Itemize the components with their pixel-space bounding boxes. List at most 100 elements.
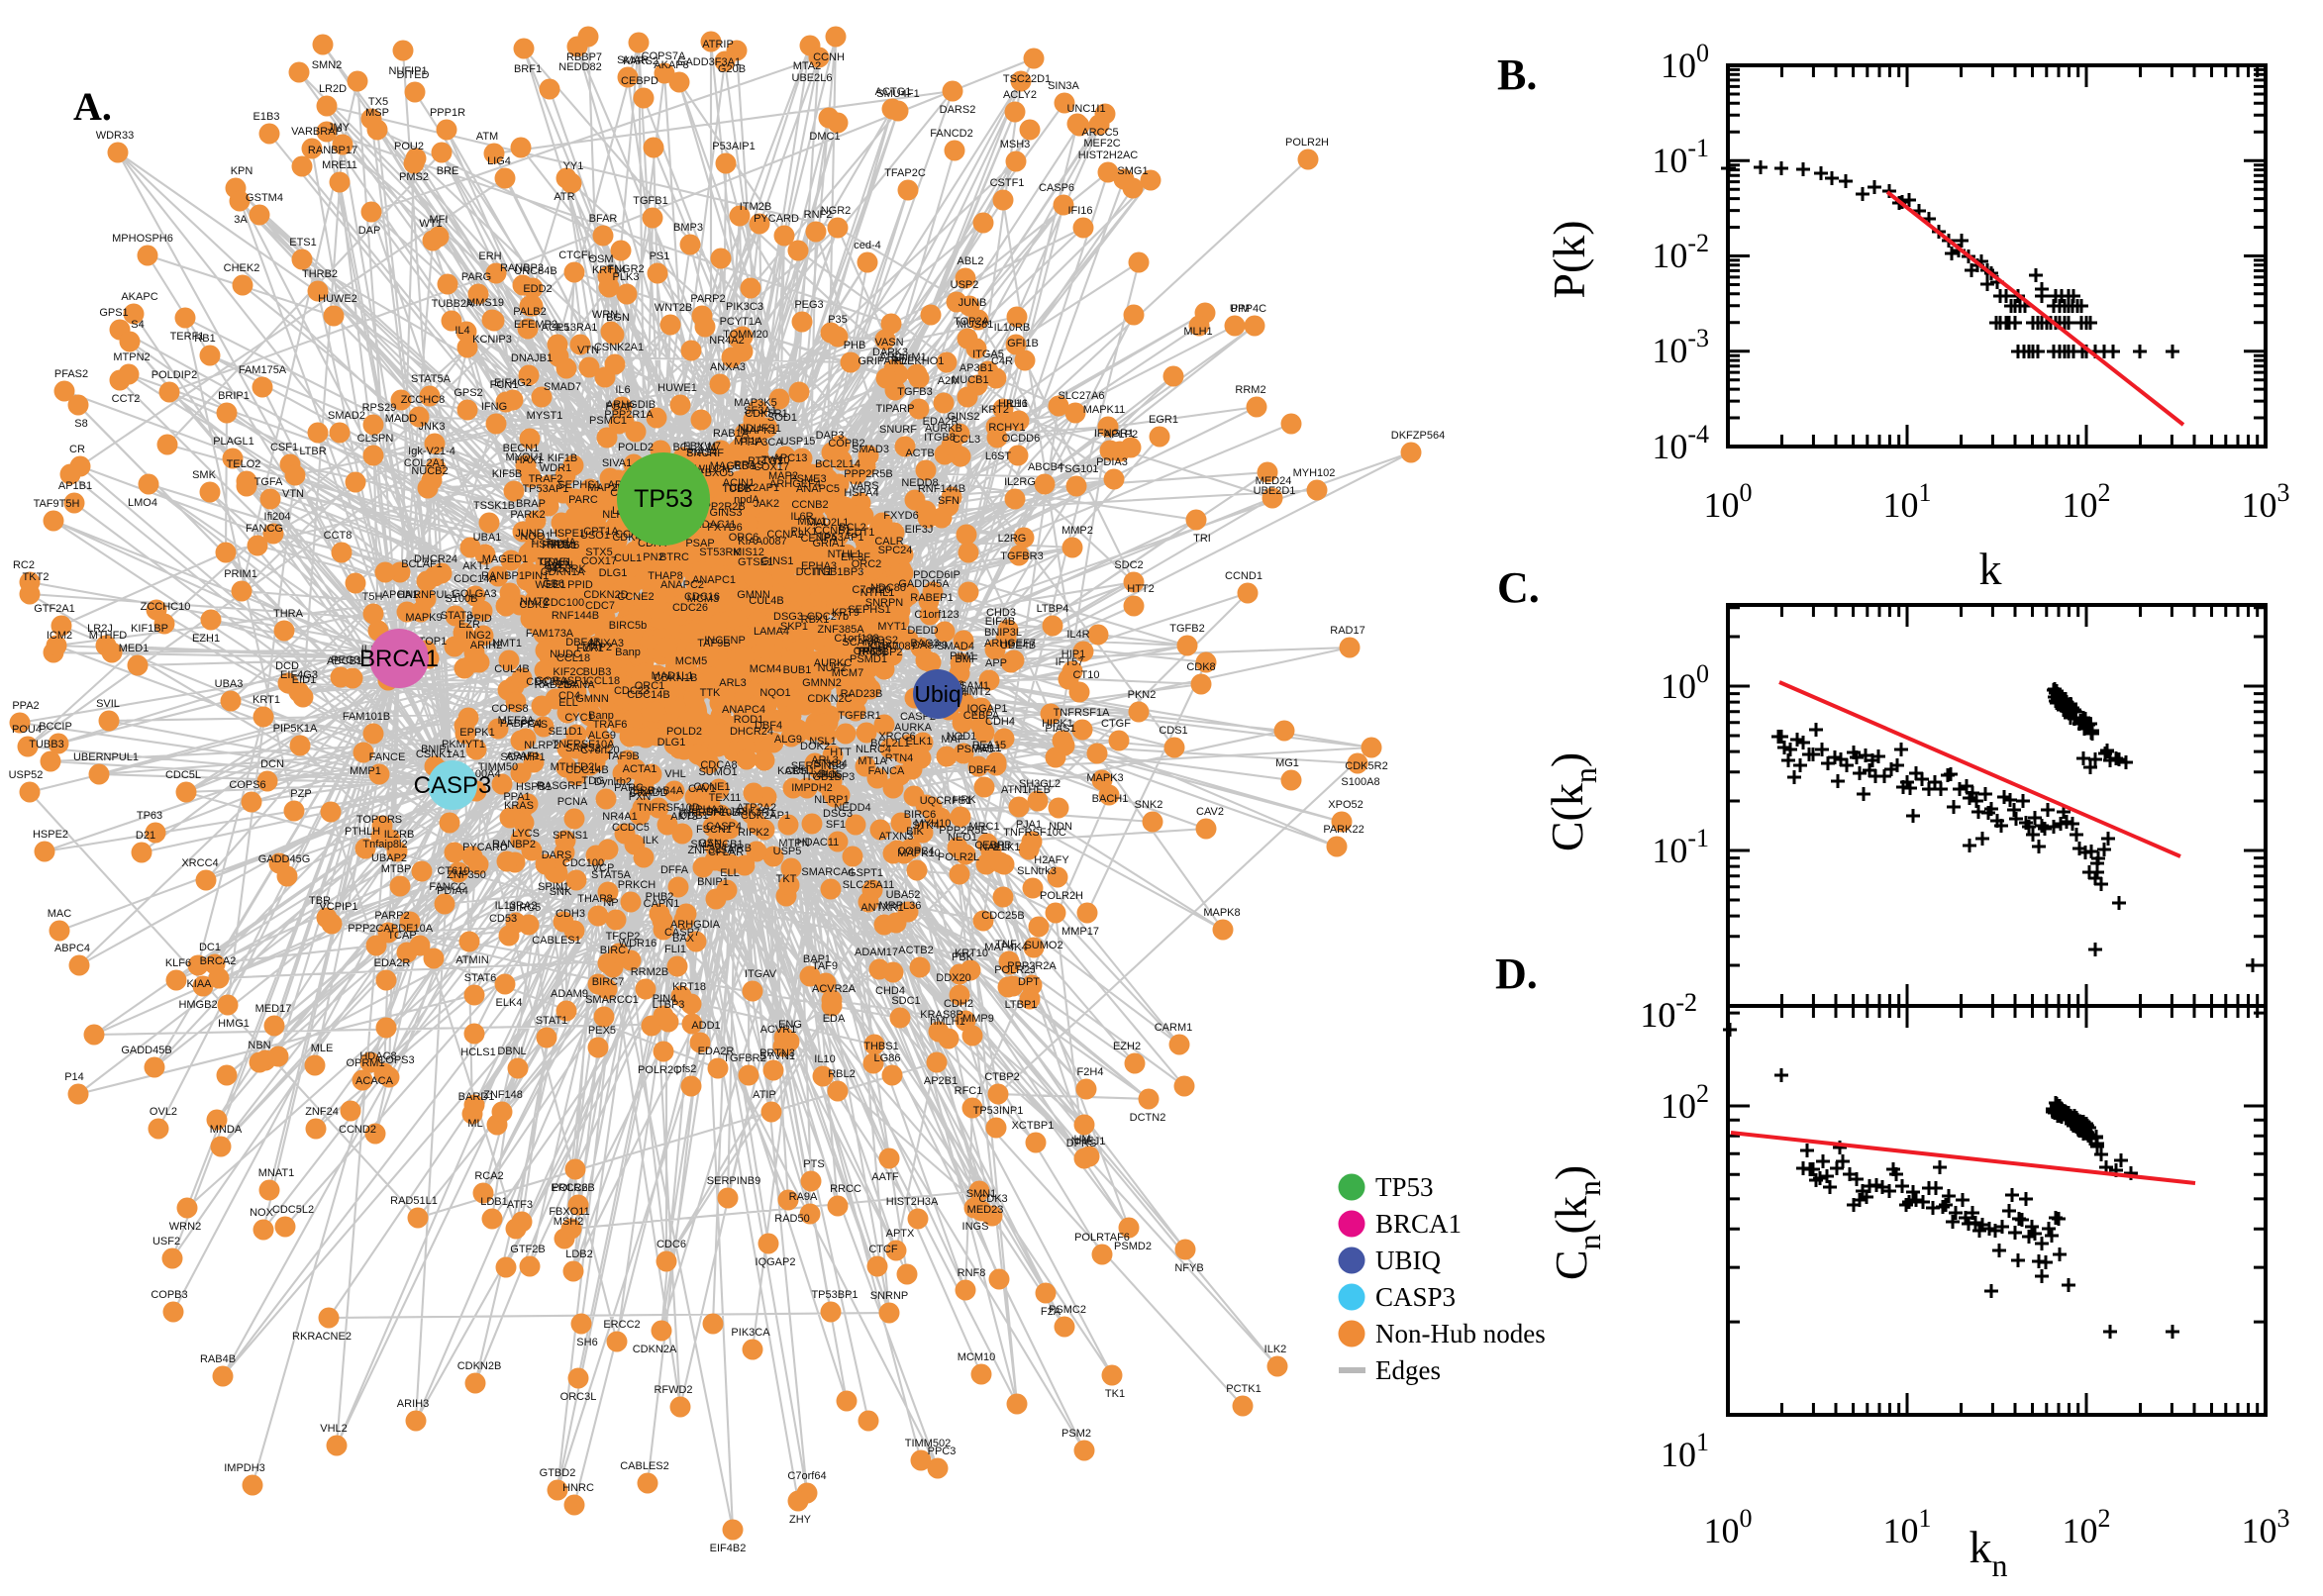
svg-text:LTBP4: LTBP4 [1037,603,1069,615]
svg-text:ACP5: ACP5 [542,322,570,334]
svg-text:MCM10: MCM10 [958,1351,996,1363]
svg-text:CHD4: CHD4 [875,985,905,997]
svg-text:HIPK1: HIPK1 [1042,718,1073,730]
svg-text:CASP9: CASP9 [912,640,948,651]
svg-text:NDN: NDN [1049,821,1072,833]
svg-text:RAD17: RAD17 [1330,625,1364,637]
svg-text:CCNB1: CCNB1 [814,525,851,537]
svg-text:MAPK3: MAPK3 [1086,772,1123,784]
svg-text:CDC26: CDC26 [672,602,708,614]
svg-text:MTPN2: MTPN2 [113,351,150,363]
svg-text:MED24: MED24 [1256,475,1292,487]
svg-text:NDUFS1: NDUFS1 [738,423,781,435]
svg-text:SNRPN: SNRPN [865,597,904,609]
svg-text:AP1B1: AP1B1 [58,480,92,492]
svg-text:CDC25B: CDC25B [981,910,1024,922]
svg-text:AURKA: AURKA [894,722,933,734]
svg-text:NHEJ1: NHEJ1 [1071,1136,1106,1147]
svg-text:DHCR24: DHCR24 [730,726,773,738]
svg-text:HDAC8: HDAC8 [359,1050,396,1062]
svg-text:PSMC2: PSMC2 [1049,1304,1086,1316]
svg-text:TDG: TDG [581,775,604,787]
svg-text:LTBR: LTBR [299,446,326,457]
svg-text:SMARCB1: SMARCB1 [690,839,743,850]
svg-text:EIF3F: EIF3F [841,551,870,563]
svg-text:AKAPC: AKAPC [121,291,157,303]
svg-text:KCNIP3: KCNIP3 [472,334,512,346]
svg-text:MAP2: MAP2 [582,642,612,653]
svg-text:ZNF385A: ZNF385A [817,624,864,636]
svg-text:PTGS2: PTGS2 [862,635,898,647]
svg-text:CDC27b: CDC27b [807,611,849,623]
svg-text:10-2: 10-2 [1640,988,1697,1035]
svg-text:RKRACNE2: RKRACNE2 [292,1331,352,1343]
svg-text:NDC80: NDC80 [870,582,906,594]
svg-text:RRCC: RRCC [830,1183,861,1195]
svg-text:BRAP: BRAP [516,498,546,510]
svg-text:EIF4B: EIF4B [985,616,1016,628]
svg-text:Ifi204: Ifi204 [264,511,291,523]
svg-text:HMG1: HMG1 [218,1018,250,1030]
svg-text:MNDA: MNDA [210,1124,243,1136]
svg-text:SERPINB9: SERPINB9 [707,1175,760,1187]
svg-text:SNRNP: SNRNP [870,1290,909,1302]
svg-text:CDK5R2: CDK5R2 [1345,760,1387,772]
svg-text:CDK7: CDK7 [869,641,898,652]
svg-text:CDK3: CDK3 [978,1193,1007,1205]
svg-text:GPS2: GPS2 [454,387,482,399]
svg-text:DDB1: DDB1 [679,810,708,822]
svg-text:PRKCH: PRKCH [618,879,656,891]
svg-text:BIRC7: BIRC7 [600,945,632,956]
svg-text:ITGAV: ITGAV [745,968,777,980]
svg-text:MYH10: MYH10 [915,818,952,830]
svg-text:ITGB1BP3: ITGB1BP3 [812,566,864,578]
svg-text:VTN: VTN [577,345,599,356]
svg-text:Tnfaip8l2: Tnfaip8l2 [362,839,407,850]
svg-text:FCN1: FCN1 [490,379,519,391]
svg-text:BCL2L11: BCL2L11 [672,442,717,453]
svg-text:MTPN: MTPN [778,838,809,849]
svg-text:UNC84B: UNC84B [514,265,556,277]
svg-text:k: k [1979,544,2002,594]
svg-text:TOP1: TOP1 [419,636,448,648]
svg-text:APAF1: APAF1 [506,750,540,762]
svg-text:PKN2: PKN2 [1128,689,1157,701]
svg-text:BCL2: BCL2 [839,522,866,534]
svg-text:FAM101B: FAM101B [343,711,390,723]
svg-text:INCENP: INCENP [704,635,746,647]
svg-text:TAF9B: TAF9B [697,638,730,649]
svg-text:ELK1: ELK1 [906,736,933,748]
svg-text:ATRIP: ATRIP [702,39,734,50]
svg-text:RNF2: RNF2 [804,209,833,221]
svg-text:BIRC5b: BIRC5b [609,620,648,632]
svg-text:CDC23: CDC23 [614,685,650,697]
svg-text:DARS: DARS [542,849,572,861]
svg-text:SLC27A6: SLC27A6 [1058,390,1104,402]
svg-text:USP15: USP15 [781,436,816,448]
svg-text:BECN1: BECN1 [503,443,540,454]
svg-text:BUB1: BUB1 [783,664,812,676]
svg-text:ANAPC2: ANAPC2 [660,579,704,591]
svg-text:ST53RK: ST53RK [545,563,586,575]
svg-text:CTCFL: CTCFL [558,249,593,261]
svg-text:MSH2: MSH2 [554,1216,584,1228]
svg-text:PDE10A: PDE10A [391,923,434,935]
svg-text:ERCC2: ERCC2 [603,1319,640,1331]
svg-text:IL6: IL6 [615,384,630,396]
svg-text:10-3: 10-3 [1652,324,1709,370]
svg-text:CDKN1B: CDKN1B [654,672,698,684]
svg-text:SE1D1: SE1D1 [549,726,583,738]
svg-text:GORASP1: GORASP1 [535,675,587,687]
svg-text:MT1A: MT1A [858,755,887,767]
svg-text:CENPA: CENPA [800,533,838,545]
svg-text:RNF144B: RNF144B [552,610,599,622]
svg-text:RANBP3: RANBP3 [500,262,544,274]
svg-text:MCM7: MCM7 [832,667,863,679]
svg-text:BRIP1: BRIP1 [218,390,250,402]
svg-text:HSPE2: HSPE2 [33,829,68,841]
svg-text:MED17: MED17 [255,1003,292,1015]
svg-text:KPN: KPN [231,165,253,177]
svg-text:TP53BP1: TP53BP1 [811,1289,858,1301]
svg-text:JAK2: JAK2 [754,498,779,510]
svg-text:TSG101: TSG101 [1059,463,1099,475]
